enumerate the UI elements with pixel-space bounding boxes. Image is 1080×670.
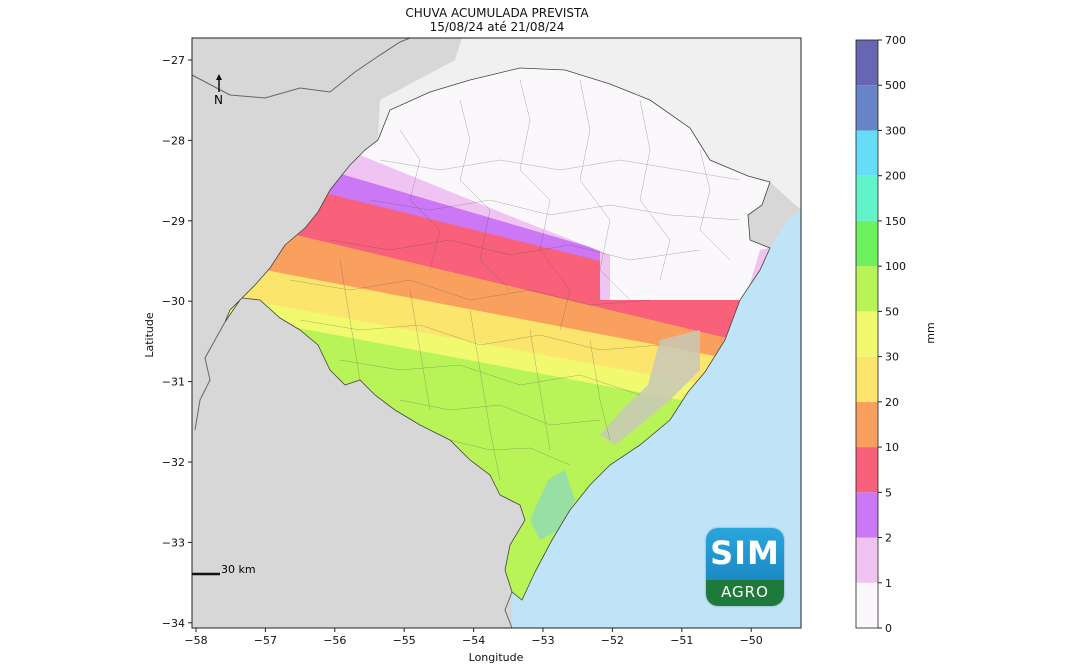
x-tick-label: −51 bbox=[670, 634, 693, 647]
colorbar-tick-label: 0 bbox=[885, 622, 892, 635]
map-subtitle: 15/08/24 até 21/08/24 bbox=[429, 20, 565, 34]
colorbar-tick-label: 20 bbox=[885, 396, 899, 409]
x-axis-label: Longitude bbox=[469, 651, 524, 664]
colorbar-tick-label: 700 bbox=[885, 34, 906, 47]
y-tick-label: −27 bbox=[162, 54, 185, 67]
border-north bbox=[191, 37, 411, 99]
x-tick-label: −57 bbox=[254, 634, 277, 647]
sim-agro-logo: SIM AGRO bbox=[706, 528, 784, 606]
colorbar-segment bbox=[856, 266, 878, 312]
colorbar-segment bbox=[856, 492, 878, 538]
x-tick-label: −54 bbox=[462, 634, 485, 647]
colorbar-unit-label: mm bbox=[924, 322, 937, 343]
x-tick-label: −50 bbox=[740, 634, 763, 647]
colorbar-segment bbox=[856, 582, 878, 628]
north-arrow-head-icon bbox=[216, 74, 222, 80]
colorbar-tick-label: 500 bbox=[885, 79, 906, 92]
colorbar-segment bbox=[856, 356, 878, 402]
scale-label: 30 km bbox=[221, 563, 256, 576]
north-label: N bbox=[214, 93, 223, 107]
y-tick-label: −31 bbox=[162, 376, 185, 389]
colorbar-tick-label: 300 bbox=[885, 124, 906, 137]
y-tick-label: −28 bbox=[162, 134, 185, 147]
colorbar-tick-label: 30 bbox=[885, 351, 899, 364]
colorbar-tick-label: 50 bbox=[885, 305, 899, 318]
map-title: CHUVA ACUMULADA PREVISTA bbox=[405, 6, 589, 20]
y-axis-ticks: −27 −28 −29 −30 −31 −32 −33 −34 bbox=[162, 54, 192, 630]
colorbar-segment bbox=[856, 311, 878, 357]
border-west bbox=[194, 321, 226, 431]
border-south bbox=[504, 591, 513, 629]
colorbar-tick-label: 200 bbox=[885, 170, 906, 183]
x-tick-label: −55 bbox=[393, 634, 416, 647]
y-tick-label: −30 bbox=[162, 295, 185, 308]
x-tick-label: −52 bbox=[601, 634, 624, 647]
municipal-boundaries bbox=[289, 79, 741, 481]
map-frame bbox=[191, 37, 802, 629]
state-outline bbox=[224, 67, 771, 601]
colorbar-segment bbox=[856, 220, 878, 267]
colorbar-tick-label: 150 bbox=[885, 215, 906, 228]
colorbar-segment bbox=[856, 447, 878, 493]
x-tick-label: −58 bbox=[184, 634, 207, 647]
colorbar-segment bbox=[856, 537, 878, 583]
colorbar-tick-label: 10 bbox=[885, 441, 899, 454]
colorbar-tick-label: 2 bbox=[885, 532, 892, 545]
land-north bbox=[192, 38, 801, 210]
x-tick-label: −53 bbox=[531, 634, 554, 647]
colorbar-segment bbox=[856, 175, 878, 221]
y-tick-label: −33 bbox=[162, 536, 185, 549]
x-tick-label: −56 bbox=[323, 634, 346, 647]
y-axis-label: Latitude bbox=[143, 312, 156, 358]
colorbar-segment bbox=[856, 130, 878, 176]
colorbar-tick-label: 5 bbox=[885, 486, 892, 499]
colorbar-tick-label: 100 bbox=[885, 260, 906, 273]
colorbar-segment bbox=[856, 85, 878, 131]
colorbar: 0 1 2 5 10 20 30 50 100 150 200 300 500 700 bbox=[855, 34, 906, 635]
colorbar-segment bbox=[856, 401, 878, 448]
logo-bottom-text: AGRO bbox=[706, 580, 784, 606]
colorbar-tick-label: 1 bbox=[885, 577, 892, 590]
lagoa-dos-patos bbox=[600, 330, 700, 445]
y-tick-label: −29 bbox=[162, 215, 185, 228]
colorbar-frame bbox=[855, 39, 879, 629]
logo-top-text: SIM bbox=[706, 528, 784, 580]
x-axis-ticks: −58 −57 −56 −55 −54 −53 −52 −51 −50 bbox=[184, 628, 763, 647]
y-tick-label: −32 bbox=[162, 456, 185, 469]
colorbar-segment bbox=[856, 40, 878, 86]
y-tick-label: −34 bbox=[162, 617, 185, 630]
ocean bbox=[512, 210, 801, 628]
